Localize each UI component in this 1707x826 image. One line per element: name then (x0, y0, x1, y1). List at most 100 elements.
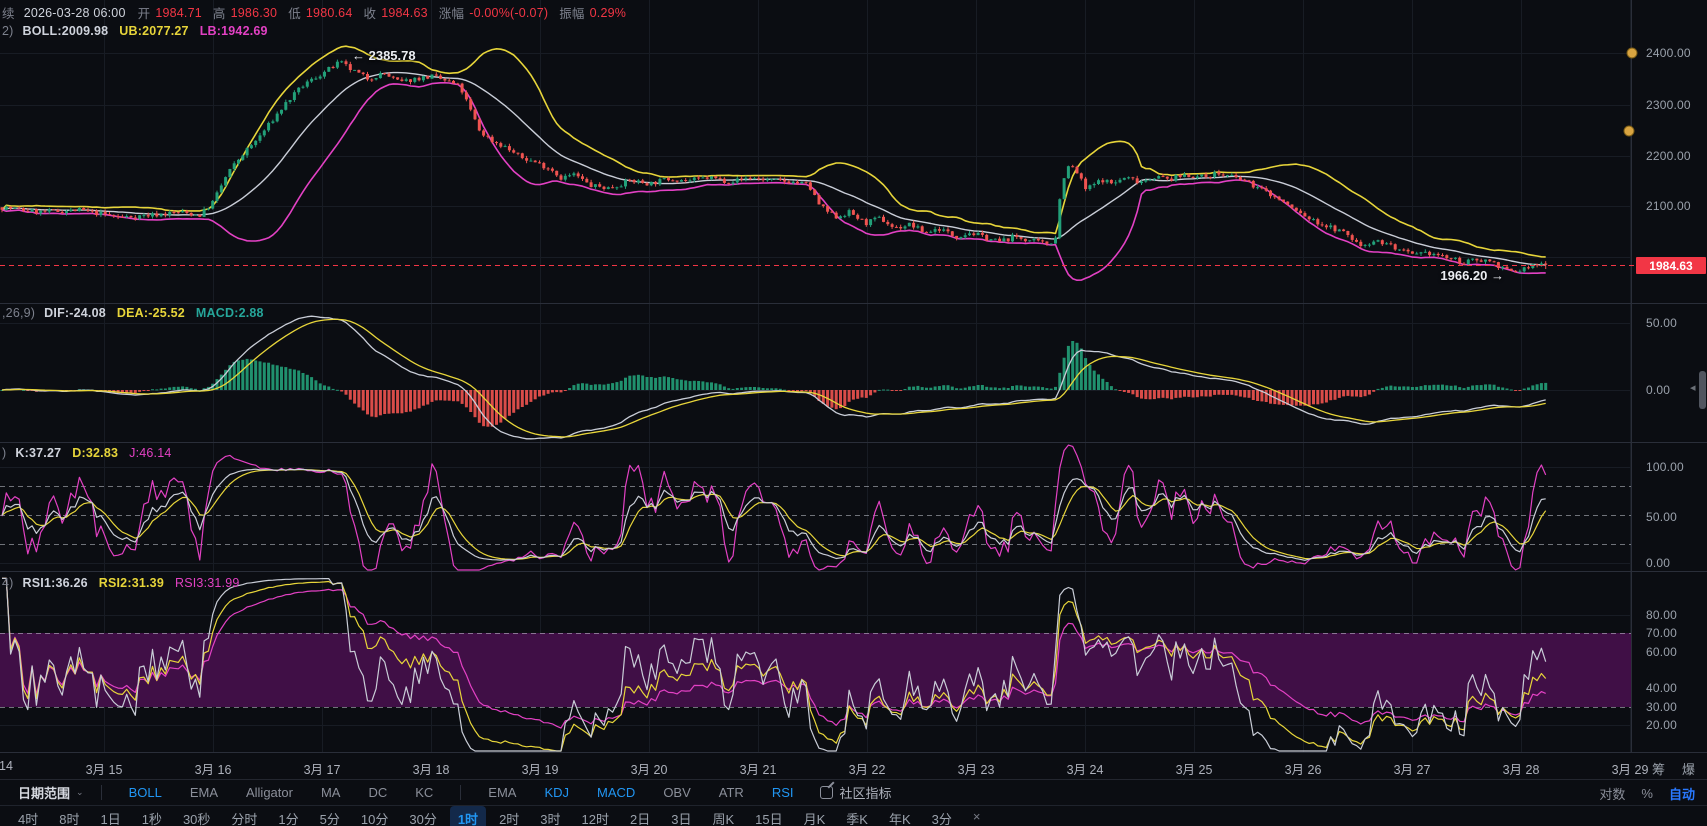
scrollbar-thumb[interactable] (1699, 371, 1706, 409)
timeframe-3时[interactable]: 3时 (540, 812, 561, 826)
auto-scale-button[interactable]: 自动 (1668, 786, 1695, 802)
change-label: 涨幅 (438, 7, 465, 21)
time-axis-label: 3月 19 (521, 763, 559, 777)
indicator-button-boll[interactable]: BOLL (128, 785, 162, 800)
indicator-button-alligator[interactable]: Alligator (245, 785, 293, 800)
timeframe-30分[interactable]: 30分 (409, 812, 437, 826)
axis-label-main: 2300.00 (1646, 98, 1691, 112)
toolbar-divider (100, 785, 102, 800)
axis-label-main: 2400.00 (1646, 46, 1691, 60)
timeframe-4时[interactable]: 4时 (18, 812, 39, 826)
macd-dea-value: DEA:-25.52 (116, 306, 185, 320)
indicator-button-rsi[interactable]: RSI (771, 785, 794, 800)
timeframe-3日[interactable]: 3日 (671, 812, 692, 826)
timeframe-12时[interactable]: 12时 (581, 812, 609, 826)
timeframe-1日[interactable]: 1日 (100, 812, 121, 826)
time-axis-label: 3月 29 (1611, 763, 1649, 777)
amplitude-value: 0.29% (589, 5, 627, 20)
kdj-d-value: D:32.83 (72, 446, 119, 460)
timeframe-年K[interactable]: 年K (888, 812, 911, 826)
low-value: 1980.64 (305, 5, 353, 20)
boll-lb-value: LB:1942.69 (199, 24, 268, 38)
axis-label-main: 2200.00 (1646, 149, 1691, 163)
last-price-badge: 1984.63 (1636, 257, 1706, 274)
indicator-button-kdj[interactable]: KDJ (544, 785, 570, 800)
timeframe-分时[interactable]: 分时 (231, 812, 258, 826)
scale-controls: 对数 % 自动 (1599, 780, 1695, 806)
timeframe-1秒[interactable]: 1秒 (141, 812, 162, 826)
timeframe-1分[interactable]: 1分 (278, 812, 299, 826)
time-axis-label: 3月 23 (957, 763, 995, 777)
macd-header: ,26,9) DIF:-24.08 DEA:-25.52 MACD:2.88 (2, 306, 275, 320)
change-value: -0.00%(-0.07) (469, 5, 549, 20)
kdj-params: ) (2, 446, 7, 460)
indicator-button-macd[interactable]: MACD (597, 785, 636, 800)
time-axis-label: 3月 20 (630, 763, 668, 777)
macd-dif-value: DIF:-24.08 (44, 306, 106, 320)
collapse-arrow-icon[interactable]: ◂ (1690, 382, 1696, 394)
timeframe-8时[interactable]: 8时 (59, 812, 80, 826)
indicator-button-dc[interactable]: DC (368, 785, 388, 800)
axis-label-rsi: 80.00 (1646, 608, 1678, 622)
timeframe-bar: 4时 8时 1日 1秒 30秒 分时 1分 5分 10分 30分 1时 2时 3时 12时 2日 3日 周K 15… (0, 806, 1707, 826)
kdj-j-value: J:46.14 (129, 446, 172, 460)
kdj-k-value: K:37.27 (15, 446, 62, 460)
high-value: 1986.30 (230, 5, 278, 20)
close-value: 1984.63 (381, 5, 428, 20)
chart-canvas[interactable] (0, 0, 1707, 753)
indicator-button-obv[interactable]: OBV (663, 785, 691, 800)
timeframe-5分[interactable]: 5分 (319, 812, 340, 826)
axis-label-rsi: 70.00 (1646, 626, 1678, 640)
community-indicators-button[interactable]: 社区指标 (819, 783, 892, 802)
price-axis[interactable]: 2400.00 2300.00 2200.00 2100.00 50.00 0.00 100… (0, 0, 1707, 753)
timeframe-2时[interactable]: 2时 (499, 812, 520, 826)
time-axis-label: 3月 24 (1066, 763, 1104, 777)
time-axis-label: 3月 15 (85, 763, 123, 777)
timeframe-季K[interactable]: 季K (846, 812, 868, 826)
timeframe-1时[interactable]: 1时 (449, 806, 487, 826)
indicator-button-atr[interactable]: ATR (718, 785, 744, 800)
toolbar-divider (460, 785, 462, 800)
time-axis-label: 3月 28 (1502, 763, 1540, 777)
macd-params: ,26,9) (2, 306, 36, 320)
close-label: 收 (363, 7, 377, 21)
boll-mid-value: BOLL:2009.98 (22, 24, 109, 38)
open-value: 1984.71 (155, 5, 202, 20)
timeframe-3分[interactable]: 3分 (931, 812, 952, 826)
timeframe-10分[interactable]: 10分 (360, 812, 389, 826)
timeframe-15日[interactable]: 15日 (755, 812, 783, 826)
timeframe-2日[interactable]: 2日 (630, 812, 651, 826)
rsi2-value: RSI2:31.39 (98, 576, 164, 590)
time-axis-label: 3月 18 (412, 763, 450, 777)
axis-label-rsi: 40.00 (1646, 681, 1678, 695)
axis-label-rsi: 60.00 (1646, 645, 1678, 659)
kdj-header: ) K:37.27 D:32.83 J:46.14 (2, 446, 183, 460)
indicator-button-ma[interactable]: MA (320, 785, 341, 800)
time-axis-label: 3月 22 (848, 763, 886, 777)
indicator-button-ema[interactable]: EMA (189, 785, 218, 800)
low-label: 低 (288, 7, 301, 21)
timeframe-周K[interactable]: 周K (712, 812, 735, 826)
timeframe-月K[interactable]: 月K (803, 812, 826, 826)
axis-chip-1[interactable]: 爆 (1682, 762, 1696, 777)
timeframe-30秒[interactable]: 30秒 (182, 812, 211, 826)
rsi-params: 4) (2, 576, 14, 590)
timeframe-more-button[interactable]: × (972, 809, 981, 824)
log-scale-button[interactable]: 对数 (1599, 786, 1626, 802)
bar-datetime: 2026-03-28 06:00 (23, 5, 126, 20)
axis-label-rsi: 30.00 (1646, 700, 1678, 714)
indicator-button-ema[interactable]: EMA (488, 785, 517, 800)
date-range-button[interactable]: 日期范围 ⌄ (0, 783, 88, 802)
indicator-button-kc[interactable]: KC (415, 785, 434, 800)
rsi1-value: RSI1:36.26 (22, 576, 88, 590)
date-range-label: 日期范围 (18, 786, 71, 801)
time-axis-label: 3月 27 (1393, 763, 1431, 777)
time-axis-label: 14 (0, 759, 13, 773)
boll-ub-value: UB:2077.27 (119, 24, 189, 38)
axis-chip-0[interactable]: 筹 (1652, 762, 1666, 777)
time-axis[interactable]: 14 3月 15 3月 16 3月 17 3月 18 3月 19 3月 20 3月 21 3月 … (0, 753, 1707, 780)
rsi-header: 4) RSI1:36.26 RSI2:31.39 RSI3:31.99 (2, 576, 251, 590)
percent-scale-button[interactable]: % (1641, 785, 1653, 801)
high-label: 高 (212, 7, 226, 21)
